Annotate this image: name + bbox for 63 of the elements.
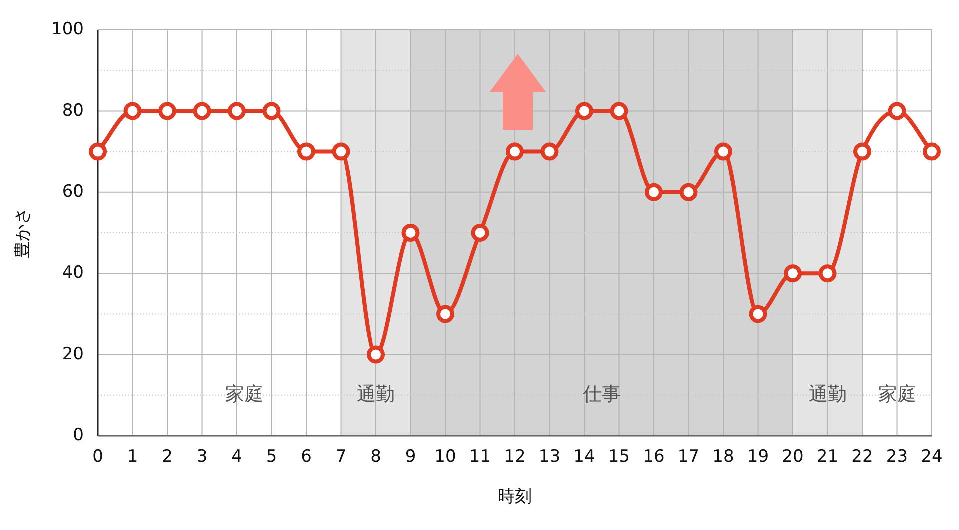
x-tick-label: 6 <box>301 447 312 467</box>
point <box>228 102 246 120</box>
point <box>193 102 212 120</box>
point <box>888 102 906 120</box>
point <box>402 224 420 242</box>
point <box>158 102 176 120</box>
point <box>540 142 559 161</box>
x-tick-label: 21 <box>816 447 839 467</box>
x-tick-label: 24 <box>921 447 943 467</box>
x-tick-label: 16 <box>643 447 665 467</box>
point <box>923 142 941 161</box>
x-tick-label: 7 <box>336 447 347 467</box>
point <box>471 224 490 242</box>
x-tick-label: 4 <box>232 447 242 467</box>
x-tick-label: 12 <box>504 447 526 467</box>
y-tick-label: 60 <box>62 182 84 202</box>
y-tick-label: 0 <box>73 426 84 446</box>
x-tick-label: 19 <box>747 447 770 467</box>
point <box>262 102 281 120</box>
x-tick-label: 15 <box>608 447 630 467</box>
point <box>854 142 872 161</box>
point <box>714 142 732 161</box>
x-tick-label: 23 <box>886 447 908 467</box>
x-tick-label: 11 <box>469 447 492 467</box>
x-tick-label: 1 <box>127 447 138 467</box>
x-tick-label: 10 <box>434 447 456 467</box>
x-tick-label: 0 <box>92 447 104 467</box>
band-label: 通勤 <box>357 384 395 406</box>
x-tick-label: 5 <box>266 447 278 467</box>
point <box>749 305 768 324</box>
y-tick-label: 100 <box>52 20 84 40</box>
point <box>506 142 524 161</box>
x-tick-label: 18 <box>712 447 734 467</box>
point <box>576 102 594 120</box>
point <box>367 346 385 364</box>
y-axis-title: 豊かさ <box>13 208 33 258</box>
point <box>610 102 628 120</box>
point <box>332 142 350 161</box>
x-tick-label: 2 <box>162 447 173 467</box>
point <box>645 183 663 202</box>
x-axis-title: 時刻 <box>498 487 532 507</box>
y-tick-label: 20 <box>62 344 84 364</box>
annotation: 家庭 <box>878 384 916 406</box>
x-tick-label: 3 <box>196 447 208 467</box>
point <box>818 264 837 283</box>
band-label: 通勤 <box>808 384 847 406</box>
x-tick-label: 20 <box>782 447 804 467</box>
y-tick-label: 80 <box>62 100 84 121</box>
x-tick-label: 13 <box>538 447 561 467</box>
y-tick-label: 40 <box>62 263 84 284</box>
point <box>680 183 698 202</box>
point <box>89 142 107 161</box>
point <box>124 102 142 120</box>
x-tick-label: 22 <box>852 447 874 467</box>
annotation: 家庭 <box>226 384 264 406</box>
point <box>784 264 802 283</box>
point <box>436 305 454 324</box>
x-tick-label: 8 <box>370 447 382 467</box>
band-label: 仕事 <box>582 384 621 406</box>
point <box>298 142 316 161</box>
x-tick-label: 17 <box>678 447 700 467</box>
x-tick-label: 14 <box>574 447 596 467</box>
x-tick-label: 9 <box>405 447 416 467</box>
